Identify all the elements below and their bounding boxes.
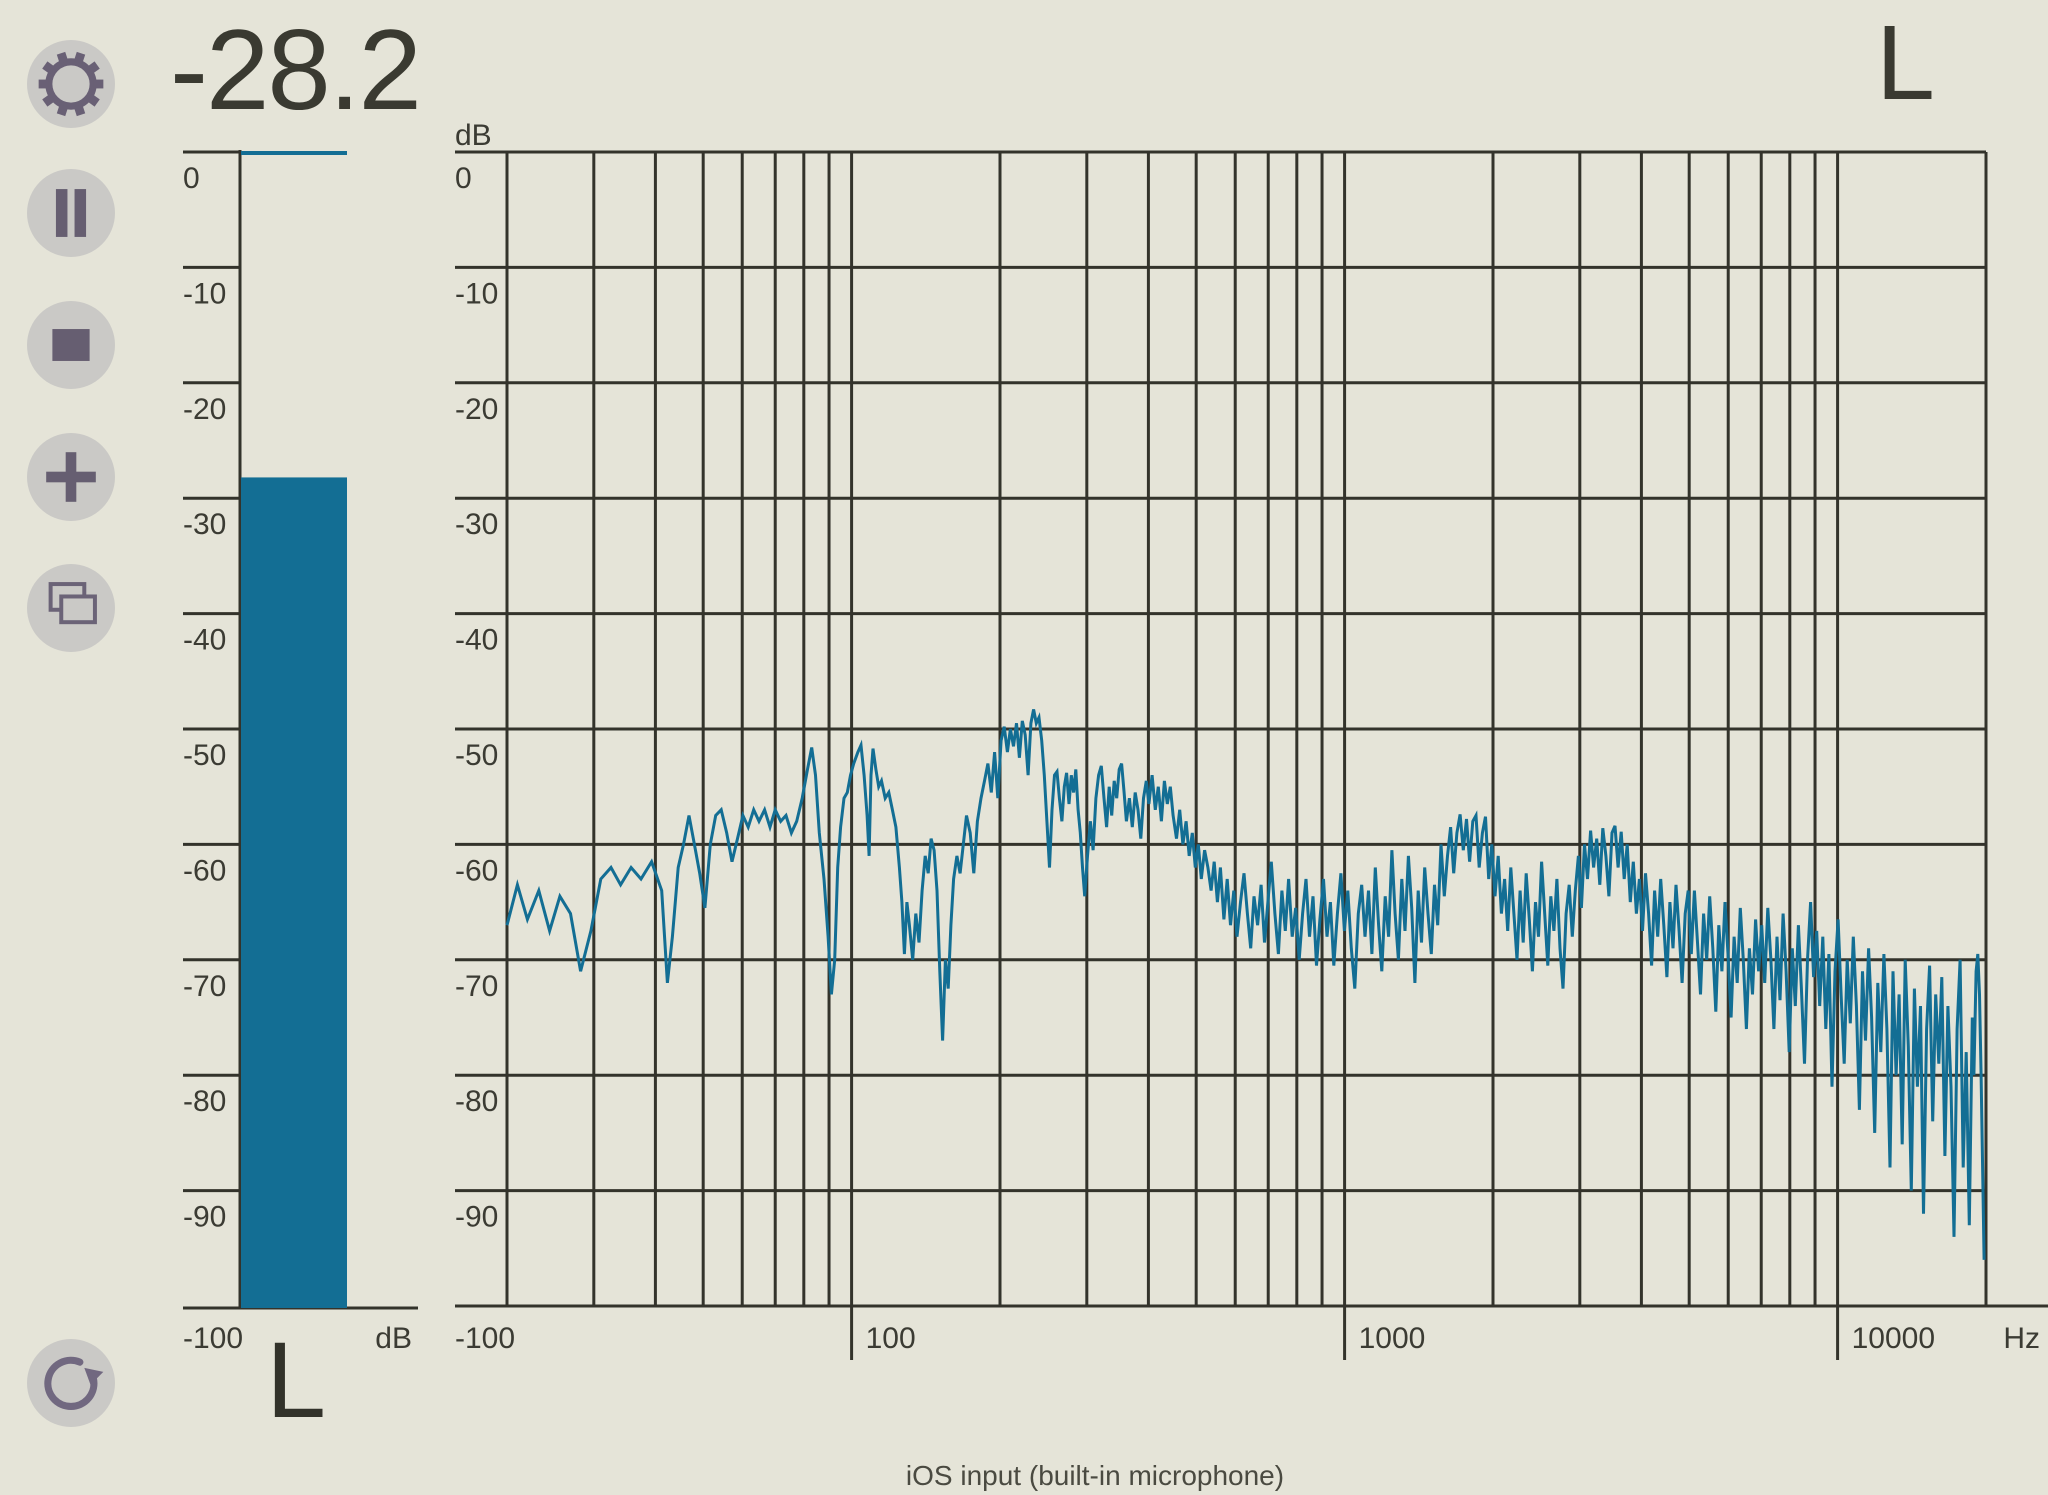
svg-text:-80: -80	[455, 1085, 498, 1118]
svg-text:-100: -100	[183, 1322, 243, 1355]
svg-text:1000: 1000	[1359, 1322, 1426, 1355]
svg-text:0: 0	[183, 162, 200, 195]
svg-text:-80: -80	[183, 1085, 226, 1118]
svg-text:10000: 10000	[1852, 1322, 1935, 1355]
reset-button[interactable]	[27, 1339, 115, 1427]
level-readout: -28.2	[170, 7, 422, 134]
svg-text:-30: -30	[455, 508, 498, 541]
svg-text:-90: -90	[183, 1201, 226, 1234]
svg-text:0: 0	[455, 162, 472, 195]
svg-text:-50: -50	[183, 739, 226, 772]
svg-text:dB: dB	[455, 119, 492, 152]
rotate-clockwise-icon	[44, 1356, 104, 1410]
svg-text:-40: -40	[183, 624, 226, 657]
svg-text:-10: -10	[183, 277, 226, 310]
svg-text:-20: -20	[455, 393, 498, 426]
svg-text:-70: -70	[183, 970, 226, 1003]
svg-text:-100: -100	[455, 1322, 515, 1355]
stop-button[interactable]	[27, 301, 115, 389]
svg-text:-50: -50	[455, 739, 498, 772]
svg-text:-60: -60	[183, 854, 226, 887]
stop-icon	[52, 329, 90, 361]
meter-channel-label: L	[266, 1319, 327, 1440]
add-button[interactable]	[27, 433, 115, 521]
channel-label-top: L	[1876, 4, 1935, 122]
input-source-label[interactable]: iOS input (built-in microphone)	[905, 1460, 1285, 1491]
svg-text:dB: dB	[375, 1322, 412, 1355]
layers-button[interactable]	[27, 564, 115, 652]
svg-text:-30: -30	[183, 508, 226, 541]
pause-button[interactable]	[27, 169, 115, 257]
svg-text:-10: -10	[455, 277, 498, 310]
pause-icon	[55, 189, 87, 237]
svg-text:-70: -70	[455, 970, 498, 1003]
plus-icon	[46, 452, 96, 502]
settings-button[interactable]	[27, 40, 115, 128]
gear-icon	[38, 51, 104, 117]
layers-icon	[48, 582, 97, 625]
svg-text:-20: -20	[183, 393, 226, 426]
svg-text:-90: -90	[455, 1201, 498, 1234]
svg-text:-40: -40	[455, 624, 498, 657]
svg-text:Hz: Hz	[2003, 1322, 2040, 1355]
svg-text:-60: -60	[455, 854, 498, 887]
svg-text:100: 100	[866, 1322, 916, 1355]
